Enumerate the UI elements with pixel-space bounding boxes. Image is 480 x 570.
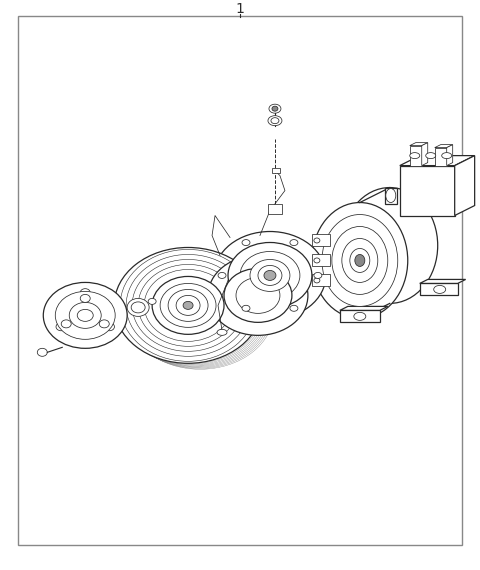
Ellipse shape	[258, 266, 282, 286]
Polygon shape	[385, 188, 397, 203]
Ellipse shape	[354, 312, 366, 320]
Ellipse shape	[105, 323, 114, 331]
Ellipse shape	[55, 291, 115, 339]
Ellipse shape	[97, 317, 121, 336]
Ellipse shape	[49, 317, 73, 336]
Ellipse shape	[242, 239, 250, 246]
Polygon shape	[410, 145, 422, 166]
Ellipse shape	[56, 323, 66, 331]
Ellipse shape	[217, 329, 227, 335]
Ellipse shape	[80, 288, 90, 296]
Polygon shape	[340, 311, 380, 323]
Ellipse shape	[138, 264, 238, 347]
Polygon shape	[400, 156, 475, 166]
Ellipse shape	[160, 283, 216, 327]
Ellipse shape	[314, 278, 320, 283]
Ellipse shape	[322, 214, 398, 307]
Ellipse shape	[73, 284, 97, 302]
Ellipse shape	[240, 251, 300, 299]
Ellipse shape	[183, 302, 193, 310]
Ellipse shape	[69, 303, 101, 328]
Polygon shape	[420, 283, 457, 295]
Ellipse shape	[250, 259, 290, 291]
Polygon shape	[268, 203, 282, 214]
Text: 1: 1	[236, 2, 244, 16]
Polygon shape	[435, 148, 447, 166]
Ellipse shape	[314, 238, 320, 243]
Ellipse shape	[132, 259, 244, 351]
Ellipse shape	[61, 320, 71, 328]
Ellipse shape	[314, 272, 322, 278]
Ellipse shape	[271, 117, 279, 124]
Ellipse shape	[332, 226, 388, 295]
Ellipse shape	[126, 254, 250, 356]
Ellipse shape	[176, 295, 200, 315]
Ellipse shape	[314, 258, 320, 263]
Ellipse shape	[312, 202, 408, 319]
Ellipse shape	[426, 153, 436, 158]
Ellipse shape	[43, 282, 127, 348]
Ellipse shape	[144, 270, 232, 341]
Ellipse shape	[152, 276, 224, 335]
Ellipse shape	[350, 249, 370, 272]
Ellipse shape	[127, 299, 149, 316]
Polygon shape	[447, 145, 453, 166]
Polygon shape	[340, 307, 388, 311]
Ellipse shape	[148, 299, 156, 304]
Ellipse shape	[99, 320, 109, 328]
Ellipse shape	[268, 116, 282, 125]
Ellipse shape	[442, 153, 452, 158]
Polygon shape	[312, 254, 330, 266]
Ellipse shape	[242, 306, 250, 311]
Ellipse shape	[208, 255, 308, 335]
Ellipse shape	[168, 290, 208, 321]
Ellipse shape	[386, 189, 396, 202]
Ellipse shape	[218, 272, 226, 278]
Ellipse shape	[355, 254, 365, 266]
Bar	[272, 168, 280, 173]
Ellipse shape	[410, 153, 420, 158]
Ellipse shape	[290, 306, 298, 311]
Ellipse shape	[214, 231, 326, 319]
Polygon shape	[312, 234, 330, 246]
Polygon shape	[410, 142, 428, 145]
Ellipse shape	[342, 188, 438, 303]
Ellipse shape	[264, 270, 276, 280]
Ellipse shape	[272, 106, 278, 111]
Ellipse shape	[131, 302, 145, 313]
Ellipse shape	[120, 250, 256, 361]
Ellipse shape	[342, 238, 378, 282]
Polygon shape	[420, 279, 466, 283]
Polygon shape	[422, 142, 428, 166]
Ellipse shape	[37, 348, 48, 356]
Ellipse shape	[228, 242, 312, 308]
Ellipse shape	[114, 247, 262, 363]
Polygon shape	[312, 274, 330, 286]
Polygon shape	[455, 156, 475, 215]
Ellipse shape	[236, 278, 280, 314]
Polygon shape	[400, 166, 455, 215]
Polygon shape	[435, 145, 453, 148]
Ellipse shape	[80, 295, 90, 303]
Ellipse shape	[269, 104, 281, 113]
Ellipse shape	[290, 239, 298, 246]
Ellipse shape	[77, 310, 93, 321]
Ellipse shape	[224, 268, 292, 323]
Ellipse shape	[434, 286, 446, 294]
